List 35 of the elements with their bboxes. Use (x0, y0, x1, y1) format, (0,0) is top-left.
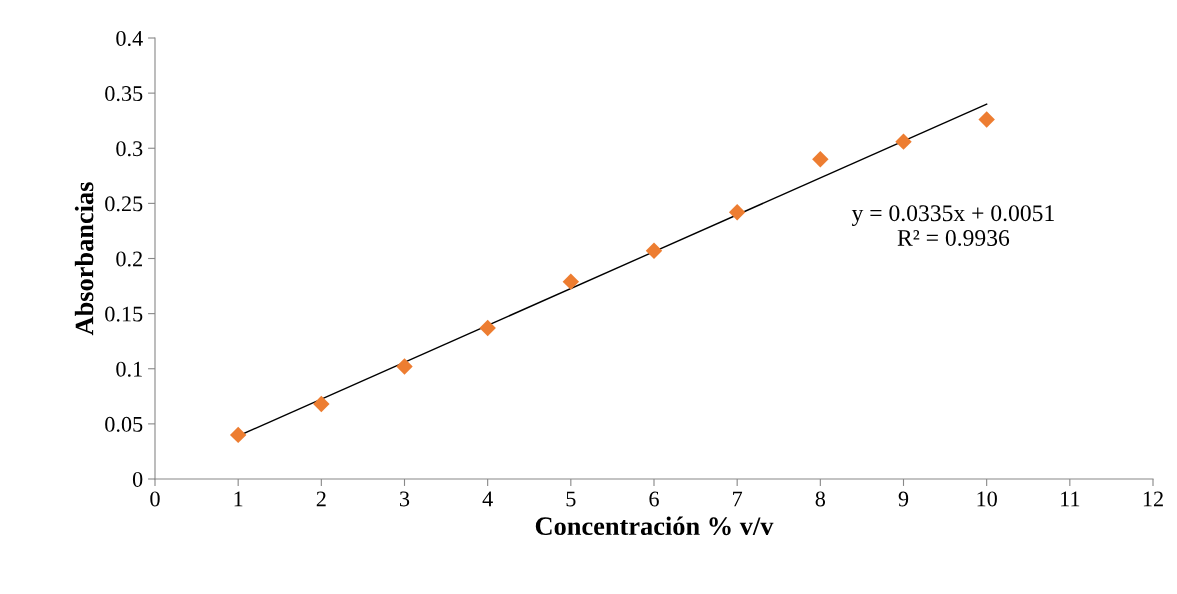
y-tick-label: 0.3 (116, 141, 143, 157)
y-tick-label: 0.25 (105, 196, 143, 212)
x-tick-label: 6 (649, 491, 659, 507)
x-tick-label: 9 (898, 491, 909, 507)
x-tick-label: 11 (1061, 491, 1080, 507)
x-tick-label: 7 (733, 491, 743, 507)
point (396, 358, 413, 375)
point (229, 426, 247, 444)
x-tick-label: 12 (1143, 491, 1163, 507)
point (895, 133, 912, 150)
y-tick-label: 0.2 (116, 251, 142, 267)
x-tick-label: 0 (150, 491, 160, 507)
y-tick-label: 0 (132, 471, 143, 487)
point (479, 319, 496, 337)
y-tick-label: 0.1 (116, 361, 142, 377)
x-tick-label: 4 (482, 491, 493, 507)
y-axis-title: Absorbancias (74, 182, 94, 336)
y-tick-label: 0.35 (105, 86, 143, 102)
point (313, 395, 330, 413)
x-tick-label: 8 (815, 491, 826, 507)
x-tick-label: 1 (234, 491, 243, 507)
x-tick-label: 10 (977, 491, 997, 507)
x-axis-title: Concentración % v/v (535, 516, 774, 536)
y-tick-label: 0.4 (116, 30, 143, 47)
point (728, 203, 746, 221)
point (562, 273, 580, 290)
y-tick-label: 0.05 (105, 416, 143, 432)
y-tick-label: 0.15 (105, 306, 143, 322)
point (978, 111, 995, 128)
x-tick-label: 5 (566, 491, 576, 507)
annotation: y = 0.0335x + 0.0051 R² = 0.9936 (851, 205, 1054, 246)
x-tick-label: 2 (316, 491, 326, 507)
point (812, 151, 829, 168)
point (645, 242, 663, 259)
x-tick-label: 3 (400, 491, 410, 507)
